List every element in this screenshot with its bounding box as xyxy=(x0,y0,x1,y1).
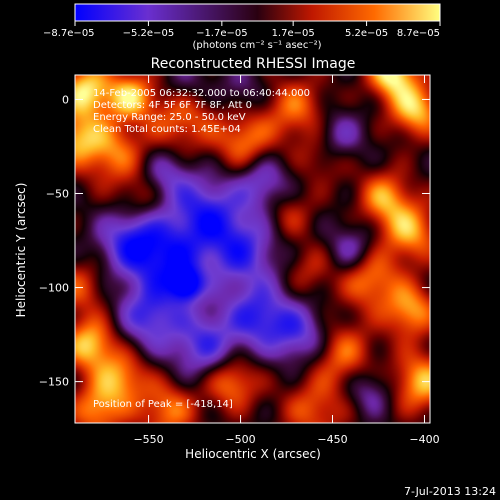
x-tick-label: −500 xyxy=(225,433,255,446)
colorbar-tick-label: −5.2e−05 xyxy=(123,28,175,39)
colorbar-tick-label: −8.7e−05 xyxy=(43,28,95,39)
y-axis-ticks xyxy=(75,98,430,383)
y-tick-label: −50 xyxy=(46,188,69,201)
chart-title: Reconstructed RHESSI Image xyxy=(151,56,356,72)
y-tick-label: −100 xyxy=(39,282,69,295)
annotation-line: Detectors: 4F 5F 6F 7F 8F, Att 0 xyxy=(93,100,252,111)
annotation-line: Energy Range: 25.0 - 50.0 keV xyxy=(93,112,246,123)
colorbar-tick-label: 5.2e−05 xyxy=(345,28,388,39)
colorbar xyxy=(74,3,441,22)
y-tick-label: −150 xyxy=(39,376,69,389)
colorbar-tick-label: 8.7e−05 xyxy=(397,28,440,39)
x-tick-label: −550 xyxy=(133,433,163,446)
colorbar-units-label: (photons cm⁻² s⁻¹ asec⁻²) xyxy=(192,40,321,51)
colorbar-tick-label: 1.7e−05 xyxy=(272,28,315,39)
x-tick-label: −400 xyxy=(409,433,439,446)
colorbar-ticks xyxy=(74,21,441,26)
annotation-line: Clean Total counts: 1.45E+04 xyxy=(93,124,241,135)
x-axis-tick-labels: −550 −500 −450 −400 xyxy=(133,433,439,446)
x-axis-ticks xyxy=(148,75,425,423)
y-tick-label: 0 xyxy=(62,93,69,106)
annotation-block: 14-Feb-2005 06:32:32.000 to 06:40:44.000… xyxy=(93,88,310,135)
annotation-line: 14-Feb-2005 06:32:32.000 to 06:40:44.000 xyxy=(93,88,310,99)
plot-frame xyxy=(74,74,431,424)
x-tick-label: −450 xyxy=(317,433,347,446)
x-axis-label: Heliocentric X (arcsec) xyxy=(185,447,321,461)
colorbar-tick-labels: −8.7e−05 −5.2e−05 −1.7e−05 1.7e−05 5.2e−05 8.… xyxy=(43,28,440,39)
y-axis-tick-labels: 0 −50 −100 −150 xyxy=(39,93,69,388)
peak-position-label: Position of Peak = [-418,14] xyxy=(93,399,233,410)
colorbar-tick-label: −1.7e−05 xyxy=(196,28,248,39)
timestamp: 7-Jul-2013 13:24 xyxy=(404,485,496,498)
y-axis-label: Heliocentric Y (arcsec) xyxy=(14,183,28,318)
